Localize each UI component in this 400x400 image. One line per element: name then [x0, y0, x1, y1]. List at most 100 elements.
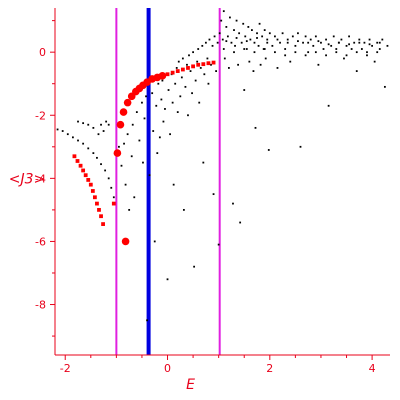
- black-data-point: [92, 126, 95, 129]
- black-data-point: [340, 38, 343, 41]
- black-data-point: [373, 60, 376, 63]
- black-data-point: [274, 51, 276, 54]
- black-data-point: [337, 41, 340, 44]
- red-data-point: [72, 154, 77, 159]
- black-data-point: [345, 54, 348, 57]
- black-data-point: [191, 92, 193, 95]
- black-data-point: [208, 38, 211, 41]
- black-data-point: [107, 177, 110, 180]
- black-data-point: [105, 120, 108, 123]
- black-data-point: [192, 51, 194, 54]
- black-data-point: [237, 63, 239, 66]
- x-tick-label: 4: [369, 362, 376, 375]
- y-tick-label: -2: [35, 109, 46, 122]
- black-data-point: [143, 117, 146, 120]
- black-data-point: [335, 51, 338, 54]
- black-data-point: [229, 16, 231, 19]
- black-data-point: [77, 120, 79, 123]
- black-data-point: [217, 243, 220, 246]
- red-data-point: [92, 195, 97, 200]
- black-data-point: [232, 202, 234, 205]
- black-data-point: [267, 149, 270, 151]
- black-data-point: [82, 122, 85, 125]
- red-data-point: [191, 64, 195, 69]
- black-data-point: [186, 63, 188, 66]
- black-data-point: [253, 41, 256, 44]
- black-data-point: [100, 163, 102, 166]
- black-data-point: [284, 54, 287, 57]
- black-data-point: [61, 130, 64, 132]
- black-data-point: [242, 22, 245, 25]
- black-data-point: [317, 40, 320, 43]
- black-data-point: [124, 183, 127, 186]
- black-data-point: [120, 164, 123, 167]
- red-data-point: [196, 62, 201, 67]
- x-tick-label: 2: [266, 362, 273, 375]
- red-data-point: [158, 72, 167, 80]
- black-data-point: [167, 89, 170, 91]
- black-data-point: [294, 51, 297, 54]
- y-tick-label: 0: [39, 46, 46, 59]
- black-data-point: [325, 54, 327, 57]
- black-data-point: [276, 67, 279, 69]
- black-data-point: [152, 130, 155, 132]
- black-data-point: [378, 41, 381, 44]
- black-data-point: [299, 145, 302, 148]
- red-data-point: [186, 66, 190, 70]
- red-data-point: [78, 163, 83, 168]
- x-tick-label: 0: [164, 362, 171, 375]
- black-data-point: [206, 57, 209, 60]
- black-data-point: [268, 32, 271, 35]
- black-data-point: [126, 133, 129, 136]
- black-data-point: [309, 38, 312, 41]
- black-data-point: [325, 38, 327, 41]
- black-data-point: [96, 156, 98, 159]
- black-data-point: [138, 139, 141, 142]
- black-data-point: [302, 41, 304, 44]
- black-data-point: [279, 41, 281, 44]
- black-data-point: [203, 73, 206, 76]
- black-data-point: [100, 123, 102, 126]
- black-data-point: [177, 60, 180, 63]
- black-data-point: [350, 48, 353, 50]
- red-data-point: [97, 207, 101, 212]
- black-data-point: [286, 41, 289, 44]
- x-axis-title: E: [186, 377, 195, 393]
- black-data-point: [358, 41, 361, 44]
- black-data-point: [160, 98, 163, 101]
- black-data-point: [199, 67, 202, 69]
- red-data-point: [113, 149, 122, 157]
- black-data-point: [198, 101, 201, 104]
- black-data-point: [87, 147, 90, 150]
- black-data-point: [213, 35, 216, 38]
- black-data-point: [312, 44, 315, 47]
- black-data-point: [343, 57, 345, 60]
- black-data-point: [87, 123, 90, 126]
- black-data-point: [266, 38, 269, 41]
- black-data-point: [210, 63, 212, 66]
- black-data-point: [158, 136, 161, 139]
- black-data-point: [174, 82, 177, 85]
- black-data-point: [252, 70, 255, 72]
- black-data-point: [348, 35, 350, 38]
- black-data-point: [243, 48, 246, 50]
- black-data-point: [348, 43, 350, 46]
- black-data-point: [327, 43, 330, 46]
- black-data-point: [135, 111, 138, 113]
- red-data-point: [123, 98, 132, 107]
- red-data-point: [121, 237, 130, 246]
- y-tick-label: -6: [35, 235, 46, 248]
- black-data-point: [266, 41, 269, 44]
- red-data-point: [88, 182, 93, 187]
- black-data-point: [123, 142, 125, 145]
- black-data-point: [196, 60, 199, 63]
- black-data-point: [207, 82, 210, 85]
- black-data-point: [72, 136, 74, 139]
- black-data-point: [368, 43, 371, 46]
- black-data-point: [194, 79, 197, 82]
- black-data-point: [97, 133, 100, 136]
- black-data-point: [142, 161, 144, 164]
- black-data-point: [223, 57, 226, 60]
- black-data-point: [197, 48, 200, 50]
- black-data-point: [157, 82, 160, 85]
